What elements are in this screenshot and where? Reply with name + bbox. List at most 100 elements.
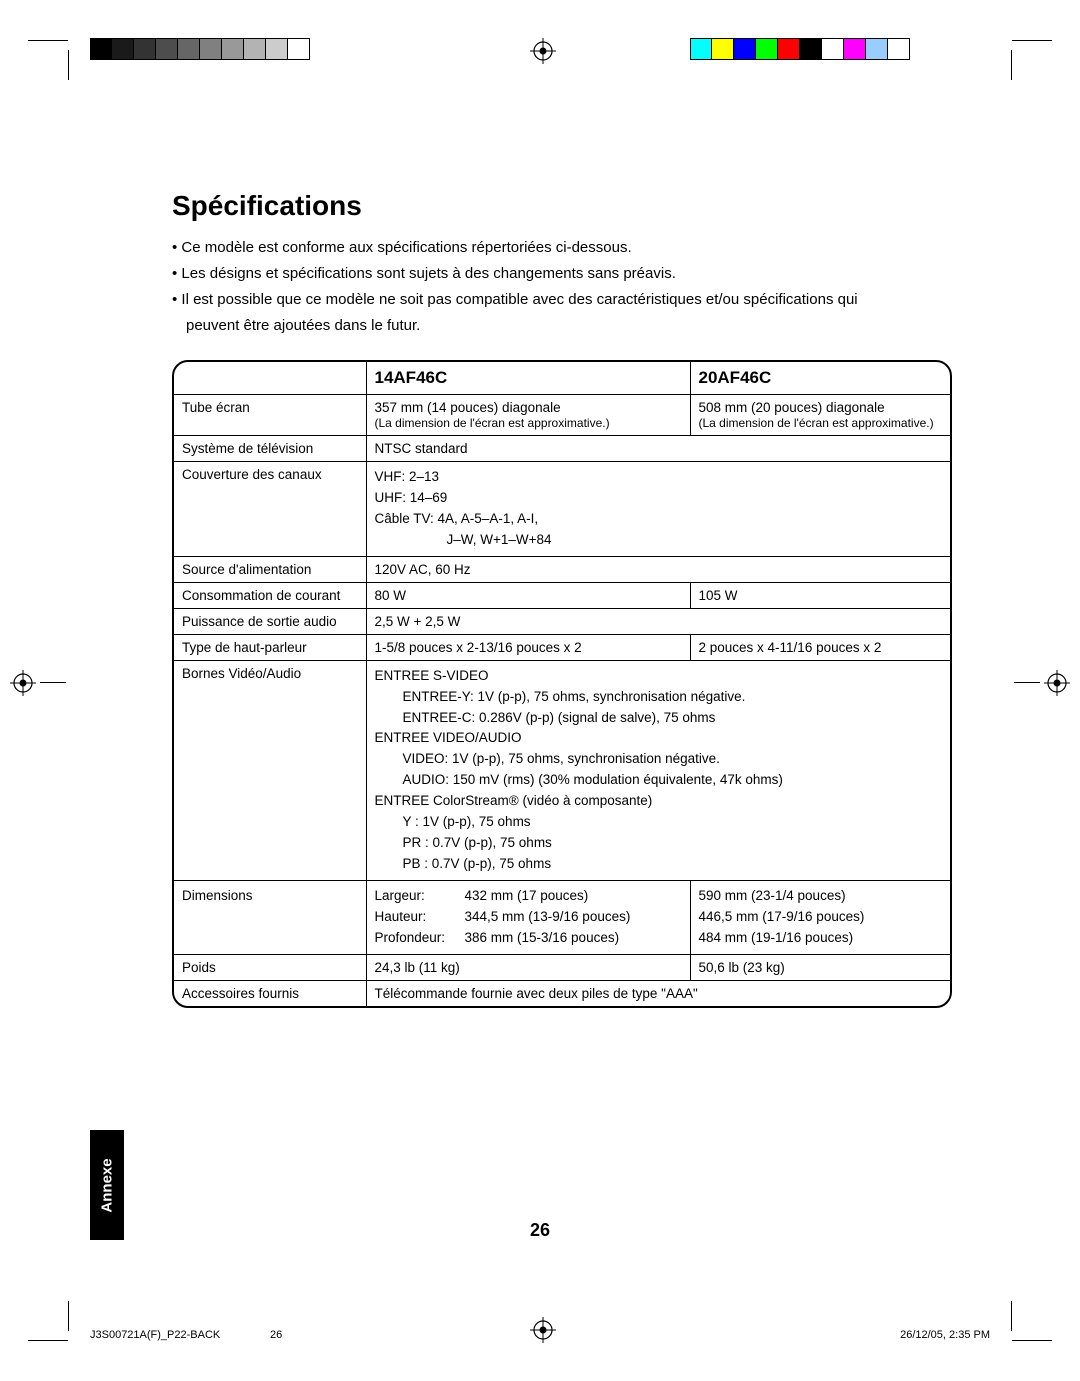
cell-text: Y : 1V (p-p), 75 ohms [375, 814, 531, 829]
row-label: Bornes Vidéo/Audio [174, 660, 366, 880]
col-blank [174, 362, 366, 395]
crop-mark [28, 40, 68, 41]
cell-text: 590 mm (23-1/4 pouces) [699, 888, 846, 903]
section-tab-label: Annexe [99, 1158, 116, 1212]
cell: NTSC standard [366, 436, 950, 462]
row-label: Dimensions [174, 880, 366, 954]
table-row: Puissance de sortie audio 2,5 W + 2,5 W [174, 608, 950, 634]
col-model-a: 14AF46C [366, 362, 690, 395]
cell-text: AUDIO: 150 mV (rms) (30% modulation équi… [375, 772, 783, 787]
cell-text: Câble TV: 4A, A-5–A-1, A-I, [375, 511, 539, 526]
registration-mark-icon [1044, 670, 1070, 696]
cell: 80 W [366, 582, 690, 608]
col-model-b: 20AF46C [690, 362, 950, 395]
crop-mark [1014, 682, 1040, 683]
page-number: 26 [0, 1220, 1080, 1241]
table-row: Couverture des canaux VHF: 2–13 UHF: 14–… [174, 462, 950, 557]
gray-ramp [90, 38, 310, 60]
spec-table-wrap: 14AF46C 20AF46C Tube écran 357 mm (14 po… [172, 360, 952, 1008]
cell-text: PB : 0.7V (p-p), 75 ohms [375, 856, 552, 871]
table-row: Tube écran 357 mm (14 pouces) diagonale … [174, 395, 950, 436]
cell-text: VIDEO: 1V (p-p), 75 ohms, synchronisatio… [375, 751, 720, 766]
page-title: Spécifications [172, 190, 952, 222]
row-label: Accessoires fournis [174, 980, 366, 1006]
cell: 508 mm (20 pouces) diagonale (La dimensi… [690, 395, 950, 436]
registration-mark-icon [10, 670, 36, 696]
dim-label: Hauteur: [375, 907, 465, 928]
cell-text: 446,5 mm (17-9/16 pouces) [699, 909, 865, 924]
cell-text: ENTREE-Y: 1V (p-p), 75 ohms, synchronisa… [375, 689, 746, 704]
cell: Télécommande fournie avec deux piles de … [366, 980, 950, 1006]
cell: Largeur:432 mm (17 pouces) Hauteur:344,5… [366, 880, 690, 954]
cell-text: 508 mm (20 pouces) diagonale [699, 400, 885, 415]
crop-mark [1011, 1301, 1012, 1331]
cell: 2 pouces x 4-11/16 pouces x 2 [690, 634, 950, 660]
footer-left: J3S00721A(F)_P22-BACK [90, 1329, 220, 1341]
cell-text: ENTREE-C: 0.286V (p-p) (signal de salve)… [375, 710, 716, 725]
cell-text: UHF: 14–69 [375, 490, 448, 505]
row-label: Consommation de courant [174, 582, 366, 608]
cell-text: 432 mm (17 pouces) [465, 888, 589, 903]
row-label: Puissance de sortie audio [174, 608, 366, 634]
row-label: Source d'alimentation [174, 556, 366, 582]
note-line: • Ce modèle est conforme aux spécificati… [172, 236, 952, 260]
crop-mark [68, 50, 69, 80]
crop-mark [68, 1301, 69, 1331]
print-footer: J3S00721A(F)_P22-BACK 26 26/12/05, 2:35 … [90, 1329, 990, 1341]
cell: 24,3 lb (11 kg) [366, 954, 690, 980]
row-label: Poids [174, 954, 366, 980]
content-area: Spécifications • Ce modèle est conforme … [172, 190, 952, 1008]
cell-text: VHF: 2–13 [375, 469, 440, 484]
cell: VHF: 2–13 UHF: 14–69 Câble TV: 4A, A-5–A… [366, 462, 950, 557]
cell-text: PR : 0.7V (p-p), 75 ohms [375, 835, 552, 850]
cell: 1-5/8 pouces x 2-13/16 pouces x 2 [366, 634, 690, 660]
row-label: Système de télévision [174, 436, 366, 462]
table-row: 14AF46C 20AF46C [174, 362, 950, 395]
cell-text: ENTREE ColorStream® (vidéo à composante) [375, 793, 653, 808]
crop-mark [1012, 1340, 1052, 1341]
crop-mark [1011, 50, 1012, 80]
color-ramp [690, 38, 910, 60]
crop-mark [28, 1340, 68, 1341]
table-row: Dimensions Largeur:432 mm (17 pouces) Ha… [174, 880, 950, 954]
row-label: Type de haut-parleur [174, 634, 366, 660]
table-row: Poids 24,3 lb (11 kg) 50,6 lb (23 kg) [174, 954, 950, 980]
table-row: Consommation de courant 80 W 105 W [174, 582, 950, 608]
footer-mid: 26 [270, 1329, 282, 1341]
cell: 590 mm (23-1/4 pouces) 446,5 mm (17-9/16… [690, 880, 950, 954]
cell-text: 344,5 mm (13-9/16 pouces) [465, 909, 631, 924]
table-row: Système de télévision NTSC standard [174, 436, 950, 462]
registration-mark-icon [530, 38, 556, 64]
crop-mark [40, 682, 66, 683]
intro-notes: • Ce modèle est conforme aux spécificati… [172, 236, 952, 338]
cell-text: J–W, W+1–W+84 [375, 532, 552, 547]
cell-sub: (La dimension de l'écran est approximati… [699, 416, 934, 430]
cell-text: ENTREE VIDEO/AUDIO [375, 730, 522, 745]
spec-table: 14AF46C 20AF46C Tube écran 357 mm (14 po… [174, 362, 950, 1006]
cell: 120V AC, 60 Hz [366, 556, 950, 582]
cell-text: 484 mm (19-1/16 pouces) [699, 930, 854, 945]
print-page: Spécifications • Ce modèle est conforme … [0, 0, 1080, 1381]
cell: 50,6 lb (23 kg) [690, 954, 950, 980]
dim-label: Largeur: [375, 886, 465, 907]
table-row: Bornes Vidéo/Audio ENTREE S-VIDEO ENTREE… [174, 660, 950, 880]
cell-text: 386 mm (15-3/16 pouces) [465, 930, 620, 945]
cell-text: 357 mm (14 pouces) diagonale [375, 400, 561, 415]
cell: ENTREE S-VIDEO ENTREE-Y: 1V (p-p), 75 oh… [366, 660, 950, 880]
row-label: Tube écran [174, 395, 366, 436]
footer-right: 26/12/05, 2:35 PM [900, 1329, 990, 1341]
cell: 2,5 W + 2,5 W [366, 608, 950, 634]
cell-text: ENTREE S-VIDEO [375, 668, 489, 683]
note-line: peuvent être ajoutées dans le futur. [172, 314, 952, 338]
table-row: Source d'alimentation 120V AC, 60 Hz [174, 556, 950, 582]
note-line: • Les désigns et spécifications sont suj… [172, 262, 952, 286]
crop-mark [1012, 40, 1052, 41]
row-label: Couverture des canaux [174, 462, 366, 557]
table-row: Accessoires fournis Télécommande fournie… [174, 980, 950, 1006]
cell: 105 W [690, 582, 950, 608]
cell-sub: (La dimension de l'écran est approximati… [375, 416, 610, 430]
cell: 357 mm (14 pouces) diagonale (La dimensi… [366, 395, 690, 436]
note-line: • Il est possible que ce modèle ne soit … [172, 288, 952, 312]
dim-label: Profondeur: [375, 928, 465, 949]
table-row: Type de haut-parleur 1-5/8 pouces x 2-13… [174, 634, 950, 660]
